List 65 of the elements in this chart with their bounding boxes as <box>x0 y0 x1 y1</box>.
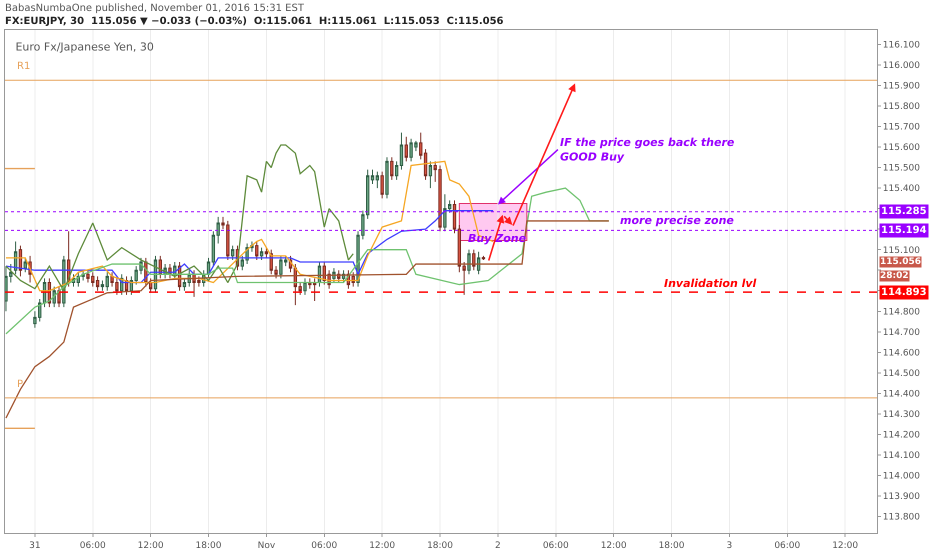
y-tick-label: 114.500 <box>882 369 920 380</box>
x-tick-label: 18:00 <box>196 540 222 550</box>
y-tick-label: 116.100 <box>882 40 920 51</box>
y-tick-label: 116.000 <box>882 61 920 72</box>
y-tick-label: 114.800 <box>882 307 920 318</box>
text: FX:EURJPY, 30 115.056 ▼ −0.033 (−0.03%) O:115.061 H:115.061 L:115.053 C:115.056 <box>5 16 504 27</box>
text: 115.056 <box>880 257 921 267</box>
x-tick-label: Nov <box>258 540 276 550</box>
x-tick-label: 06:00 <box>774 540 801 550</box>
ref-line-label: P <box>17 379 24 390</box>
y-tick-label: 115.600 <box>882 143 920 154</box>
y-tick-label: 114.000 <box>882 472 920 482</box>
y-tick-label: 114.200 <box>882 430 920 441</box>
candlestick <box>385 156 389 199</box>
y-tick-label: 115.900 <box>882 82 920 92</box>
line-series <box>5 220 610 419</box>
x-tick-label: 06:00 <box>542 540 570 550</box>
x-tick-label: 31 <box>29 540 41 550</box>
y-tick-label: 114.700 <box>882 328 920 338</box>
line-series <box>5 160 494 292</box>
line-series <box>5 144 354 292</box>
x-tick-label: 12:00 <box>138 540 164 550</box>
x-tick-label: 12:00 <box>832 540 858 550</box>
x-tick-label: 18:00 <box>658 540 685 550</box>
y-tick-label: 115.800 <box>882 102 920 112</box>
y-tick-label: 115.100 <box>882 246 920 256</box>
candlestick <box>264 247 268 258</box>
x-tick-label: 2 <box>495 540 501 550</box>
candlestick <box>255 240 258 260</box>
text: BabasNumbaOne published, November 01, 2016 15:31 EST <box>5 3 305 14</box>
annotation: IF the price goes back there GOOD Buy <box>560 136 735 164</box>
y-tick-label: 114.100 <box>882 451 920 462</box>
line-series <box>5 210 494 284</box>
candlestick <box>482 255 486 260</box>
x-tick-label: 3 <box>726 540 732 550</box>
annotation: Invalidation lvl <box>664 277 757 290</box>
candlestick <box>24 257 27 273</box>
candlestick <box>404 136 408 162</box>
annotation: more precise zone <box>620 214 734 227</box>
text: Euro Fx/Japanese Yen, 30 <box>15 40 154 54</box>
candlestick <box>260 247 264 260</box>
candlestick <box>390 156 394 180</box>
ref-line-label: 115.194 <box>881 225 927 236</box>
x-tick-label: 06:00 <box>80 540 106 550</box>
x-tick-label: 18:00 <box>427 540 454 550</box>
y-tick-label: 113.900 <box>882 492 920 502</box>
y-tick-label: 113.800 <box>882 512 920 523</box>
x-tick-label: 12:00 <box>369 540 396 550</box>
candlestick <box>476 251 480 275</box>
candlestick <box>380 171 384 199</box>
ref-line-label: 114.893 <box>881 287 927 298</box>
ref-line-label: 115.285 <box>881 206 927 217</box>
y-tick-label: 114.300 <box>882 410 920 420</box>
text: 28:02 <box>880 271 909 281</box>
y-tick-label: 115.400 <box>882 184 920 194</box>
candlestick <box>472 249 476 271</box>
y-tick-label: 114.400 <box>882 390 920 400</box>
y-tick-label: 115.500 <box>882 164 920 174</box>
ref-line-label: R1 <box>17 61 30 72</box>
candlestick <box>428 160 432 189</box>
x-tick-label: 12:00 <box>600 540 627 550</box>
x-tick-label: 06:00 <box>311 540 338 550</box>
y-tick-label: 115.700 <box>882 122 920 133</box>
y-tick-label: 114.600 <box>882 348 920 358</box>
candlestick <box>230 245 234 260</box>
